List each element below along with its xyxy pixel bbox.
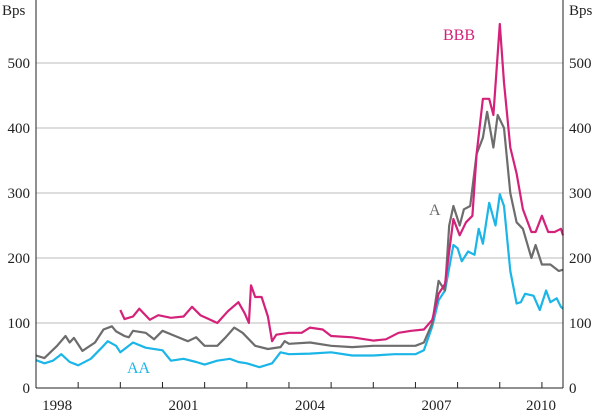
- y-tick-label-left: 300: [8, 186, 31, 202]
- x-tick-label: 2007: [422, 398, 453, 413]
- series-label-a: A: [429, 202, 441, 219]
- series-line-aa: [35, 193, 564, 369]
- y-tick-label-right: 300: [569, 186, 592, 202]
- y-axis-unit-left: Bps: [2, 3, 26, 19]
- series-label-aa: AA: [127, 360, 151, 377]
- y-tick-label-right: 0: [569, 381, 577, 397]
- y-tick-label-left: 0: [23, 381, 31, 397]
- x-tick-label: 2004: [295, 398, 326, 413]
- x-tick-label: 2001: [169, 398, 199, 413]
- y-axis-unit-right: Bps: [569, 3, 593, 19]
- y-tick-label-left: 200: [8, 251, 31, 267]
- x-tick-label: 1998: [42, 398, 72, 413]
- series-line-bbb: [119, 22, 565, 343]
- series-label-bbb: BBB: [443, 27, 475, 44]
- y-tick-label-right: 100: [569, 316, 592, 332]
- y-tick-label-right: 400: [569, 121, 592, 137]
- y-tick-label-right: 500: [569, 56, 592, 72]
- y-tick-label-left: 400: [8, 121, 31, 137]
- y-tick-label-left: 500: [8, 56, 31, 72]
- x-tick-label: 2010: [526, 398, 556, 413]
- y-tick-label-right: 200: [569, 251, 592, 267]
- y-tick-label-left: 100: [8, 316, 31, 332]
- series-line-a: [35, 110, 564, 360]
